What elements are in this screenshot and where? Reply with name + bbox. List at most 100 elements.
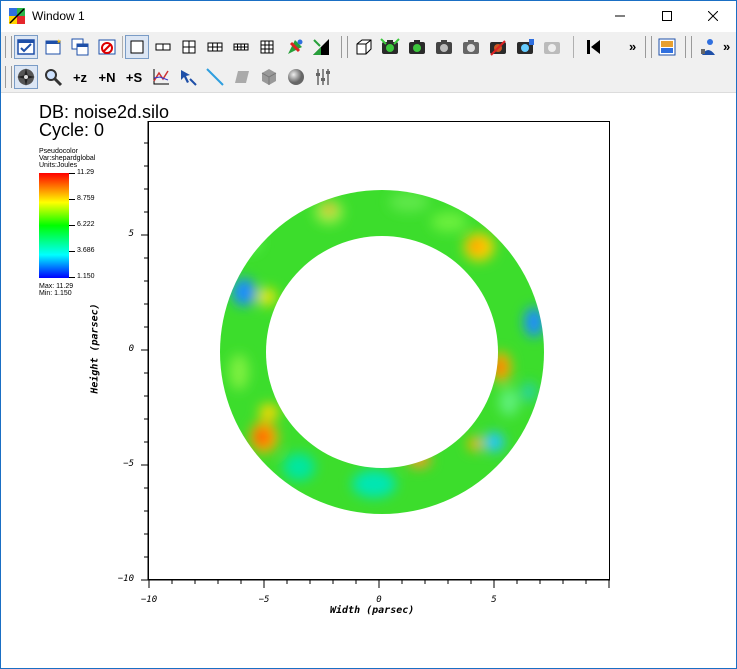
plot-area[interactable]: [148, 121, 610, 580]
layout-2x4-button[interactable]: [229, 35, 253, 59]
invert-background-button[interactable]: [486, 35, 510, 59]
sphere-tool-button[interactable]: [284, 65, 308, 89]
layout-2x3-button[interactable]: [203, 35, 227, 59]
legend-max: Max: 11.29: [39, 283, 74, 290]
line-icon: [206, 68, 224, 86]
svg-text:✶: ✶: [56, 38, 62, 46]
sphere-icon: [288, 69, 304, 85]
plane-tool-button[interactable]: [230, 65, 254, 89]
title-bar[interactable]: Window 1: [1, 1, 736, 31]
layout-1x2-button[interactable]: [151, 35, 175, 59]
lineout-button[interactable]: [176, 65, 200, 89]
y-tick-label: −5: [123, 459, 134, 469]
toolbar-grip[interactable]: [5, 66, 12, 88]
recenter-view-button[interactable]: [405, 35, 429, 59]
window-check-icon: [17, 39, 35, 55]
toolbar-grip[interactable]: [645, 36, 652, 58]
reset-view-button[interactable]: [378, 35, 402, 59]
spreadsheet-pick-button[interactable]: +S: [122, 65, 146, 89]
legend-tick: 6.222: [77, 221, 95, 228]
spin-mode-button[interactable]: [283, 35, 307, 59]
toolbar-grip[interactable]: [685, 36, 692, 58]
minimize-button[interactable]: [597, 1, 643, 31]
minimize-icon: [615, 15, 625, 17]
box-icon: [261, 69, 277, 85]
x-axis-label: Width (parsec): [330, 605, 415, 616]
curve-pick-button[interactable]: [149, 65, 173, 89]
layout-3x3-button[interactable]: [255, 35, 279, 59]
save-view-button[interactable]: [513, 35, 537, 59]
camera-green-icon: [380, 38, 400, 54]
node-pick-button[interactable]: +N: [95, 65, 119, 89]
close-button[interactable]: [690, 1, 736, 31]
legend-tick-max: 11.29: [77, 169, 94, 176]
visit-app-icon: [9, 8, 25, 24]
toolbar-overflow-button[interactable]: »: [629, 39, 637, 54]
legend-tick: 8.759: [77, 195, 95, 202]
layout-2x2-button[interactable]: [177, 35, 201, 59]
zone-pick-button[interactable]: +z: [68, 65, 92, 89]
camera-icon: [409, 40, 425, 54]
clone-window-button[interactable]: [68, 35, 92, 59]
layout-2x3-icon: [207, 42, 223, 52]
x-tick-label: 5: [491, 595, 497, 605]
new-window-button[interactable]: ✶: [41, 35, 65, 59]
lock-view-button[interactable]: [309, 35, 333, 59]
y-tick-label: 0: [128, 344, 134, 354]
y-axis: [141, 121, 149, 581]
layout-1x1-icon: [130, 40, 144, 54]
navigate-mode-button[interactable]: [14, 65, 38, 89]
x-tick-label: 0: [376, 595, 382, 605]
layout-2x4-icon: [233, 43, 249, 51]
zoom-mode-button[interactable]: [41, 65, 65, 89]
lock-view-icon: [313, 39, 329, 55]
cube-icon: [356, 39, 372, 55]
annotation-button[interactable]: [655, 35, 679, 59]
toolbar-overflow-button-2[interactable]: »: [723, 39, 731, 54]
pseudocolor-annulus: [149, 122, 609, 579]
sliders-icon: [316, 69, 330, 85]
layout-2x2-icon: [182, 40, 196, 54]
node-pick-icon: +N: [98, 69, 116, 85]
main-toolbar: ✶: [1, 32, 736, 62]
layout-1x1-button[interactable]: [125, 35, 149, 59]
line-tool-button[interactable]: [203, 65, 227, 89]
y-tick-label: −10: [117, 574, 134, 584]
curve-chart-icon: [153, 69, 169, 85]
toolbar-grip[interactable]: [341, 36, 348, 58]
layout-1x2-icon: [155, 43, 171, 51]
window-title: Window 1: [32, 9, 85, 23]
maximize-button[interactable]: [644, 1, 690, 31]
axis-restrict-button[interactable]: [311, 65, 335, 89]
x-tick-label: −10: [140, 595, 158, 605]
animation-reverse-button[interactable]: [581, 35, 605, 59]
box-tool-button[interactable]: [257, 65, 281, 89]
delete-window-icon: [98, 39, 116, 55]
legend-tick: 3.686: [77, 247, 95, 254]
camera-save-icon: [517, 39, 534, 54]
perspective-button[interactable]: [352, 35, 376, 59]
camera-redo-icon: [463, 40, 479, 54]
redo-view-button[interactable]: [459, 35, 483, 59]
x-axis: [148, 579, 610, 588]
delete-window-button[interactable]: [95, 35, 119, 59]
x-tick-label: −5: [258, 595, 270, 605]
choose-view-button[interactable]: [540, 35, 564, 59]
legend-tick-min: 1.150: [77, 273, 95, 280]
interactor-button[interactable]: [696, 35, 720, 59]
plane-icon: [235, 71, 249, 83]
active-window-button[interactable]: [14, 35, 38, 59]
toolbar-grip[interactable]: [5, 36, 12, 58]
clone-window-icon: [71, 38, 89, 56]
camera-invert-icon: [490, 40, 506, 56]
y-tick-label: 5: [128, 229, 134, 239]
interaction-toolbar: +z +N +S: [1, 62, 736, 93]
zone-pick-icon: +z: [72, 69, 88, 85]
undo-view-button[interactable]: [432, 35, 456, 59]
pointer-line-icon: [181, 70, 197, 86]
render-viewport[interactable]: DB: noise2d.silo Cycle: 0 Pseudocolor Va…: [2, 93, 736, 667]
maximize-icon: [662, 11, 672, 21]
legend-colorbar: [39, 173, 69, 278]
step-back-icon: [587, 40, 600, 54]
